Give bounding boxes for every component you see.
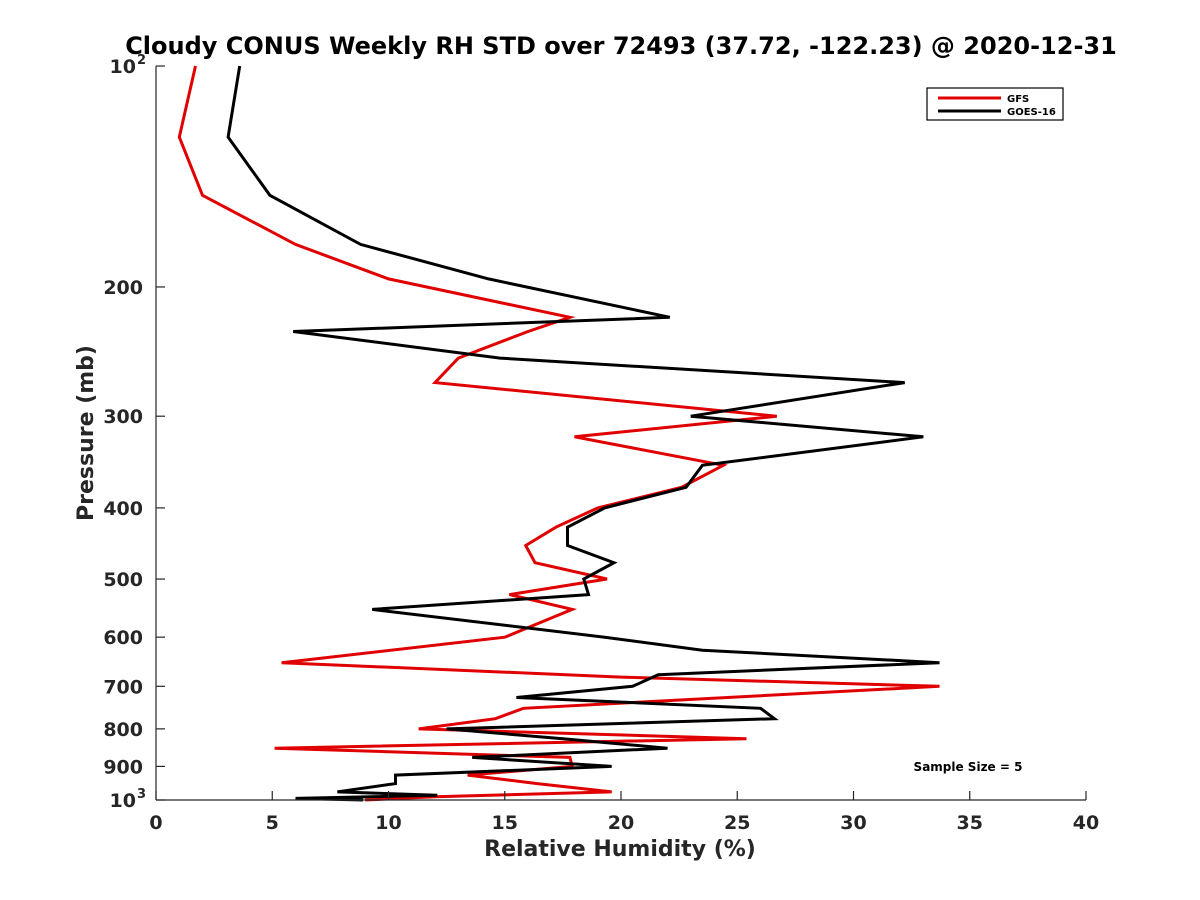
legend-box [926,87,1064,121]
series-line-gfs [177,65,940,802]
x-tick-label: 35 [957,812,983,834]
y-tick-label: 900 [103,756,143,778]
chart-title: Cloudy CONUS Weekly RH STD over 72493 (3… [125,32,1117,60]
x-axis-label: Relative Humidity (%) [484,837,756,862]
legend-label: GFS [1007,94,1029,105]
x-tick-label: 5 [266,812,279,834]
x-tick-label: 25 [724,812,750,834]
sample-size-annotation: Sample Size = 5 [914,760,1023,774]
y-tick-label: 600 [103,627,143,649]
y-tick-label: 10 [110,56,136,78]
y-tick-label: 10 [110,790,136,812]
y-axis-label: Pressure (mb) [74,345,99,521]
series-line-goes-16 [226,65,940,802]
x-tick-label: 20 [608,812,634,834]
x-tick-label: 0 [149,812,162,834]
y-tick-exponent: 2 [137,53,146,68]
y-tick-label: 400 [103,498,143,520]
y-tick-exponent: 3 [137,787,146,802]
x-tick-label: 30 [840,812,866,834]
legend-label: GOES-16 [1007,107,1056,118]
y-tick-label: 700 [103,676,143,698]
series-layer [177,65,940,802]
x-tick-label: 40 [1073,812,1099,834]
y-tick-label: 500 [103,569,143,591]
x-tick-label: 15 [492,812,518,834]
y-tick-label: 800 [103,719,143,741]
x-tick-label: 10 [375,812,401,834]
legend: GFS GOES-16 [926,87,1064,121]
y-tick-label: 200 [103,277,143,299]
y-tick-label: 300 [103,406,143,428]
